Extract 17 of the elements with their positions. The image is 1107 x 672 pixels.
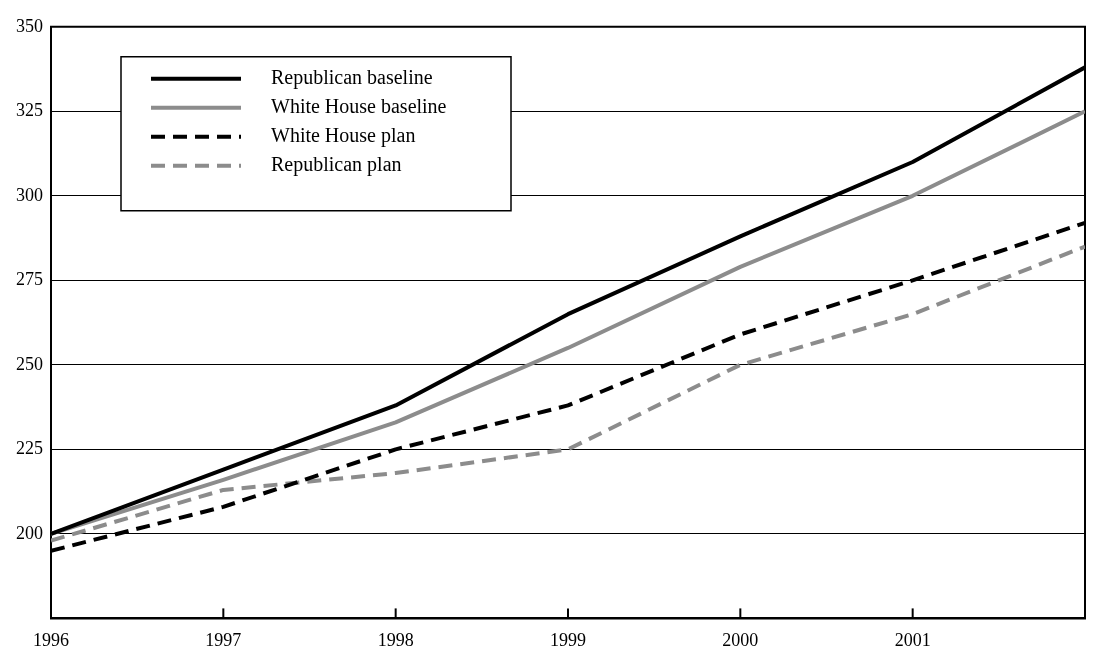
y-tick-label: 250 xyxy=(16,353,43,374)
y-tick-label: 300 xyxy=(16,184,43,205)
x-tick-label: 1996 xyxy=(33,629,69,650)
y-tick-label: 325 xyxy=(16,100,43,121)
x-tick-label: 1999 xyxy=(550,629,586,650)
x-tick-label: 2000 xyxy=(722,629,759,650)
legend-label: Republican baseline xyxy=(271,66,433,90)
legend-label: Republican plan xyxy=(271,153,402,177)
y-tick-label: 225 xyxy=(16,438,43,459)
y-tick-label: 350 xyxy=(16,15,43,36)
x-tick-label: 1998 xyxy=(377,629,414,650)
y-tick-label: 275 xyxy=(16,269,43,290)
x-tick-label: 2001 xyxy=(894,629,931,650)
legend-label: White House plan xyxy=(271,124,416,148)
y-tick-label: 200 xyxy=(16,522,43,543)
legend-label: White House baseline xyxy=(271,95,447,118)
x-tick-label: 1997 xyxy=(205,629,242,650)
